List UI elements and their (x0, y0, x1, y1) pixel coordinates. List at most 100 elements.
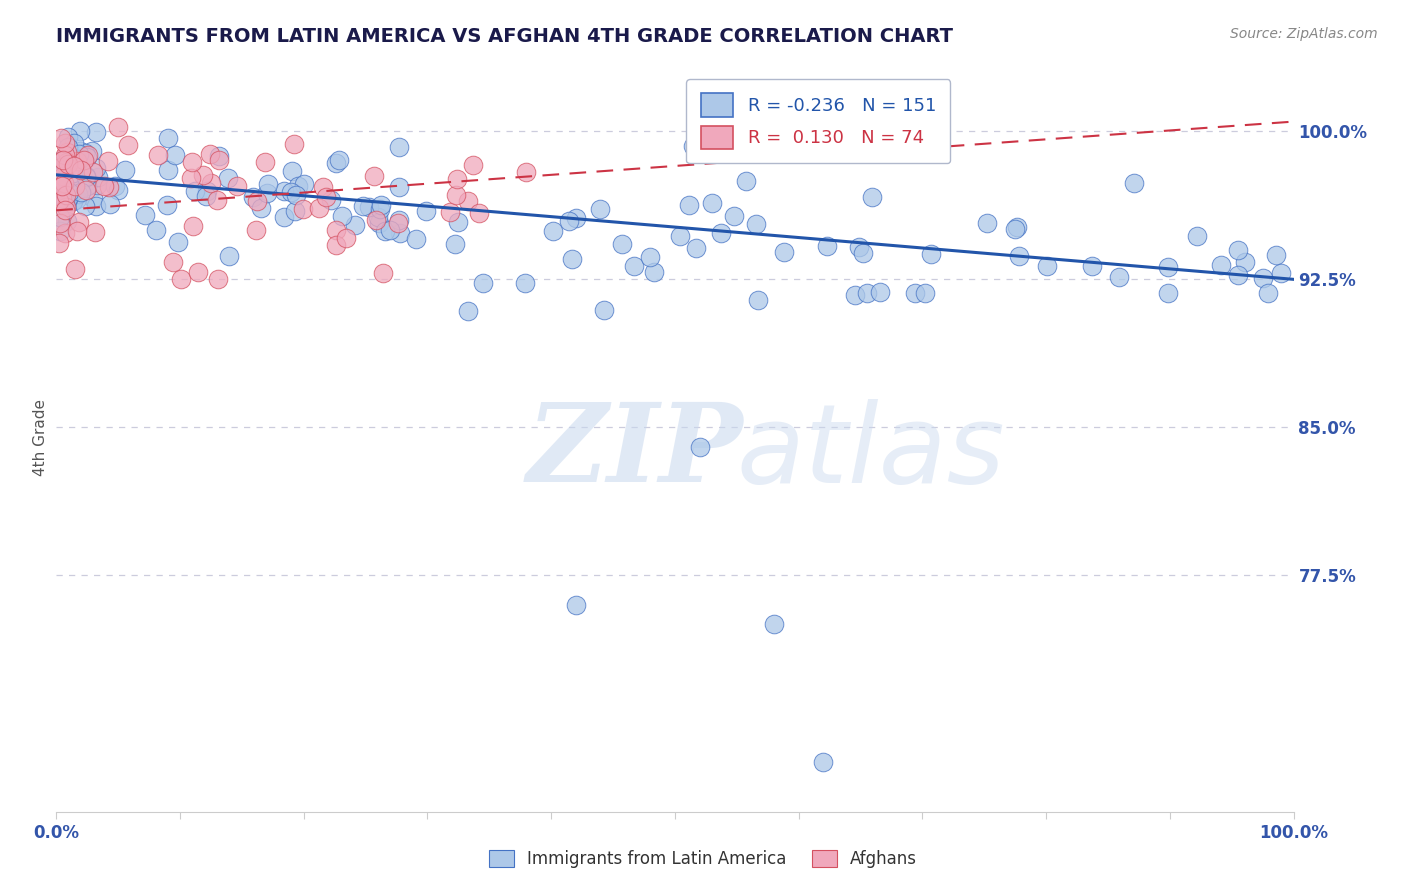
Point (58, 130, 80, 145)
Point (1257, 286, 1279, 301)
Point (134, 207, 156, 221)
Point (246, 194, 269, 208)
Point (73, 198, 96, 212)
Point (330, 209, 353, 223)
Point (69, 144, 91, 158)
Point (70, 165, 93, 179)
Point (195, 184, 218, 198)
Point (1004, 222, 1026, 236)
Point (1008, 249, 1031, 263)
Point (52, 169, 75, 183)
Point (735, 174, 758, 188)
Point (65, 152, 87, 166)
Point (187, 265, 209, 279)
Point (387, 216, 409, 230)
Point (370, 198, 392, 212)
Point (76, 179, 98, 194)
Point (75, 169, 97, 184)
Point (374, 224, 396, 238)
Point (184, 184, 207, 198)
Point (93, 178, 115, 193)
Point (53, 176, 76, 190)
Point (63, 262, 86, 277)
Point (723, 209, 745, 223)
Point (325, 237, 347, 252)
Point (98, 180, 121, 194)
Point (1108, 269, 1130, 284)
Point (446, 172, 468, 186)
Point (444, 236, 467, 251)
Point (97, 154, 120, 169)
Point (457, 304, 479, 318)
Point (62, 166, 84, 180)
Point (1233, 255, 1256, 269)
Legend: Immigrants from Latin America, Afghans: Immigrants from Latin America, Afghans (482, 843, 924, 875)
Point (844, 287, 866, 301)
Point (82, 164, 104, 178)
Point (181, 219, 204, 233)
Point (250, 201, 273, 215)
Point (623, 259, 645, 273)
Point (308, 201, 330, 215)
Point (69, 124, 91, 138)
Point (315, 190, 337, 204)
Point (84, 125, 107, 139)
Point (63, 179, 86, 194)
Point (70, 163, 93, 178)
Point (245, 223, 267, 237)
Point (207, 272, 229, 286)
Point (256, 186, 278, 200)
Point (48, 188, 70, 202)
Point (66, 186, 89, 201)
Point (76, 150, 98, 164)
Point (56, 139, 79, 153)
Point (257, 177, 280, 191)
Point (1264, 248, 1286, 262)
Point (468, 205, 491, 219)
Point (856, 286, 879, 301)
Point (1209, 258, 1232, 272)
Point (515, 165, 537, 179)
Point (325, 156, 347, 170)
Point (359, 200, 381, 214)
Point (104, 179, 127, 194)
Point (82, 191, 104, 205)
Point (848, 240, 870, 254)
Point (388, 140, 411, 154)
Point (167, 235, 190, 250)
Point (60, 194, 83, 209)
Point (66, 192, 89, 206)
Point (63, 178, 86, 192)
Point (373, 267, 395, 281)
Point (920, 247, 942, 261)
Point (405, 232, 427, 246)
Point (710, 226, 733, 240)
Point (815, 239, 838, 253)
Point (191, 168, 214, 182)
Point (107, 183, 129, 197)
Point (53, 155, 76, 169)
Point (53, 226, 76, 240)
Point (588, 202, 610, 216)
Point (217, 171, 239, 186)
Point (541, 224, 564, 238)
Point (84, 161, 107, 176)
Point (387, 180, 409, 194)
Point (312, 180, 335, 194)
Point (55, 155, 77, 169)
Point (1035, 259, 1057, 273)
Point (51, 153, 73, 168)
Point (976, 216, 998, 230)
Point (273, 210, 295, 224)
Point (415, 203, 437, 218)
Point (83, 225, 105, 239)
Point (813, 756, 835, 770)
Point (1226, 244, 1249, 258)
Point (59, 157, 82, 171)
Point (69, 185, 91, 199)
Point (1185, 228, 1208, 243)
Point (180, 170, 202, 185)
Point (700, 196, 723, 211)
Point (198, 146, 221, 161)
Point (53, 178, 76, 192)
